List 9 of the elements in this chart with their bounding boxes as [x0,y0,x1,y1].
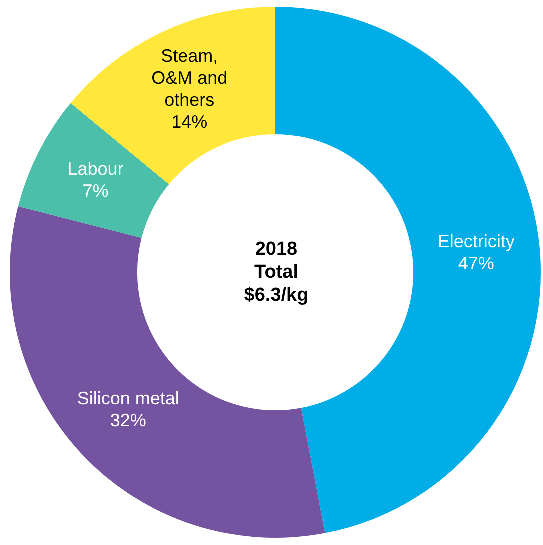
data-label: 7% [82,180,109,201]
data-label: 47% [458,253,494,274]
slice-label: Steam, O&M and others [152,46,228,110]
slice-label: Electricity [438,231,515,252]
text: 2018 Total $6.3/kg [243,238,310,307]
data-label: 14% [172,112,208,132]
slice-label: Silicon metal [77,388,180,409]
slice-label: Labour [68,158,124,179]
data-label: 32% [110,410,146,431]
